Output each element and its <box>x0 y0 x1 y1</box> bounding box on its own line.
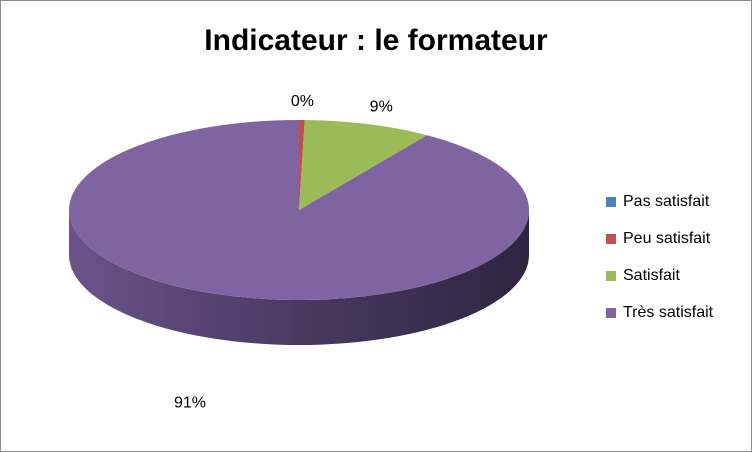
legend-label: Pas satisfait <box>623 193 710 210</box>
legend-swatch <box>606 197 616 207</box>
legend-swatch <box>606 234 616 244</box>
legend-label: Satisfait <box>623 267 680 284</box>
data-label: 0% <box>291 93 314 110</box>
legend-label: Très satisfait <box>623 304 714 321</box>
slice <box>68 120 529 300</box>
slice-side <box>69 210 529 345</box>
slice <box>299 120 428 210</box>
legend-label: Peu satisfait <box>623 230 711 247</box>
data-label: 9% <box>370 98 393 115</box>
chart-title: Indicateur : le formateur <box>204 24 548 57</box>
data-label: 91% <box>174 395 206 412</box>
legend-swatch <box>606 308 616 318</box>
slice <box>299 120 305 210</box>
legend-swatch <box>606 271 616 281</box>
